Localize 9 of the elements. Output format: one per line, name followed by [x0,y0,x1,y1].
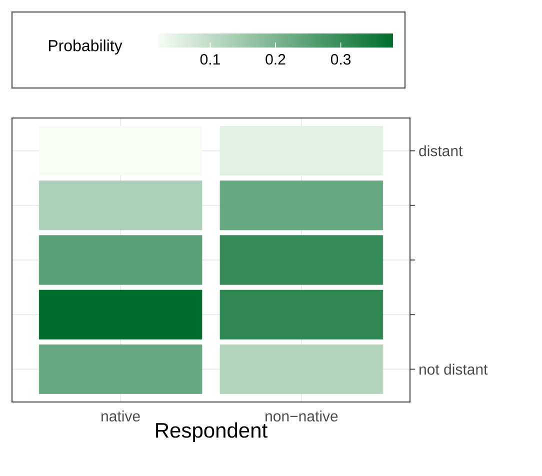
y-tick-label: distant [419,145,463,156]
color-bar-label: 0.2 [266,54,286,65]
color-bar-label: 0.1 [200,54,220,65]
x-axis-title: Respondent [156,422,268,442]
x-tick-label: native [102,410,140,422]
color-bar-label: 0.3 [330,54,351,65]
color-bar-title: Probability [48,40,122,54]
y-tick-label: not distant [420,364,488,375]
x-tick-label: non−native [266,410,338,422]
